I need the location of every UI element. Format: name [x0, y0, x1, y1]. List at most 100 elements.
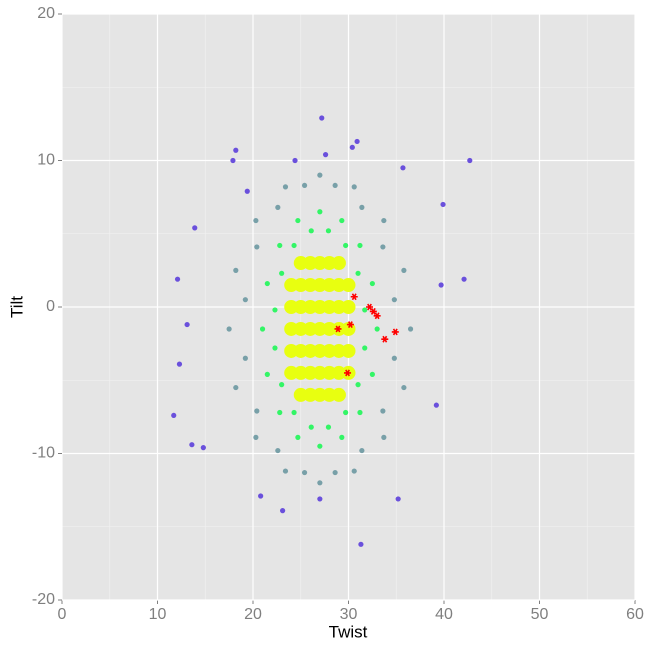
point: [176, 361, 183, 367]
point: [395, 496, 401, 502]
star-point: [350, 293, 358, 301]
point: [282, 184, 289, 190]
star-point: [381, 335, 389, 343]
point: [351, 184, 357, 190]
y-tick-label: 20: [37, 5, 55, 22]
point: [259, 326, 266, 332]
point: [275, 447, 281, 454]
point: [461, 276, 467, 282]
point: [343, 409, 349, 416]
point: [308, 228, 314, 234]
star-point: [369, 307, 377, 315]
point: [230, 157, 236, 164]
star-point: [344, 369, 352, 377]
point: [244, 188, 250, 194]
point: [295, 217, 301, 224]
point: [331, 256, 346, 271]
point: [226, 326, 232, 332]
point: [184, 321, 190, 328]
point: [341, 343, 356, 358]
point: [325, 424, 332, 430]
point: [242, 355, 248, 361]
x-tick-label: 40: [435, 606, 453, 623]
y-tick-label: 0: [46, 298, 55, 315]
point: [438, 282, 444, 288]
point: [380, 408, 386, 414]
point: [308, 424, 314, 430]
point: [380, 244, 386, 250]
point: [317, 443, 323, 449]
point: [258, 493, 264, 499]
point: [292, 157, 298, 164]
x-tick-label: 60: [626, 606, 644, 623]
point: [254, 408, 260, 414]
point: [401, 267, 407, 273]
point: [317, 496, 323, 502]
point: [171, 412, 177, 419]
point: [407, 326, 414, 332]
point: [317, 480, 323, 486]
point: [253, 434, 259, 440]
point: [400, 165, 406, 171]
point: [254, 244, 260, 250]
point: [233, 267, 239, 273]
point: [264, 371, 270, 377]
point: [341, 278, 356, 293]
point: [339, 217, 345, 224]
point: [369, 280, 375, 287]
star-point: [334, 325, 342, 333]
point: [322, 152, 329, 158]
point: [369, 371, 375, 377]
x-tick-label: 50: [531, 606, 549, 623]
point: [354, 138, 360, 145]
point: [362, 307, 368, 313]
point: [272, 307, 278, 313]
point: [275, 204, 281, 210]
x-tick-label: 20: [244, 606, 262, 623]
point: [189, 442, 195, 448]
point: [279, 382, 285, 388]
point: [362, 345, 368, 351]
star-point: [391, 328, 399, 336]
point: [291, 409, 297, 416]
point: [200, 445, 206, 451]
point: [381, 434, 387, 440]
x-axis-label: Twist: [329, 622, 368, 641]
point: [272, 345, 278, 351]
point: [331, 387, 346, 402]
point: [355, 270, 361, 276]
point: [233, 384, 239, 391]
point: [332, 469, 338, 476]
point: [301, 469, 308, 476]
x-tick-label: 30: [340, 606, 358, 623]
point: [359, 204, 365, 210]
point: [192, 225, 198, 231]
star-point: [346, 321, 354, 329]
point: [264, 280, 270, 287]
point: [359, 447, 365, 454]
point: [401, 384, 407, 391]
point: [391, 297, 397, 303]
point: [253, 217, 259, 224]
point: [351, 468, 357, 474]
y-tick-label: -20: [32, 591, 55, 608]
point: [343, 242, 349, 249]
star-point: [366, 303, 374, 311]
x-tick-label: 10: [149, 606, 167, 623]
point: [358, 541, 364, 547]
point: [317, 172, 323, 178]
star-point: [373, 312, 381, 320]
point: [339, 434, 345, 440]
point: [357, 409, 363, 416]
point: [341, 321, 356, 336]
point: [357, 242, 363, 249]
point: [381, 217, 387, 224]
point: [319, 115, 325, 121]
point: [374, 326, 380, 332]
point: [301, 182, 308, 189]
point: [433, 402, 439, 408]
point: [341, 300, 356, 314]
point: [355, 382, 361, 388]
x-tick-label: 0: [58, 606, 67, 623]
